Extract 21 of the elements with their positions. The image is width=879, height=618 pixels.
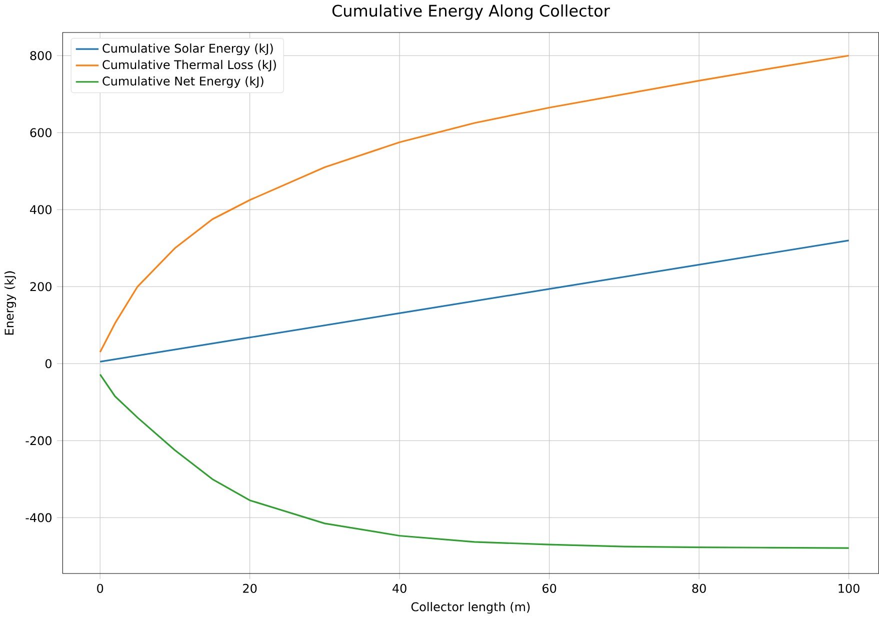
line-series [99, 240, 850, 363]
y-tick-label: 200 [30, 282, 52, 292]
x-tick-label: 40 [392, 584, 406, 593]
y-tick-label: -400 [26, 513, 52, 522]
x-axis-title: Collector length (m) [411, 602, 530, 614]
x-tick-label: 100 [838, 584, 860, 593]
x-tick-label: 0 [97, 584, 104, 593]
legend-label: Cumulative Net Energy (kJ) [102, 76, 264, 88]
y-tick-label: -200 [26, 436, 52, 446]
y-tick-label: 0 [45, 359, 52, 368]
y-tick-label: 600 [30, 128, 52, 138]
line-series [99, 374, 850, 549]
y-tick-label: 400 [30, 205, 52, 214]
legend-label: Cumulative Solar Energy (kJ) [102, 44, 273, 56]
legend-label: Cumulative Thermal Loss (kJ) [102, 60, 276, 72]
chart-title: Cumulative Energy Along Collector [332, 4, 610, 20]
x-tick-label: 80 [692, 584, 706, 593]
x-tick-label: 20 [243, 584, 257, 593]
x-tick-label: 60 [542, 584, 556, 593]
y-axis-title: Energy (kJ) [4, 271, 16, 335]
y-tick-label: 800 [30, 51, 52, 60]
